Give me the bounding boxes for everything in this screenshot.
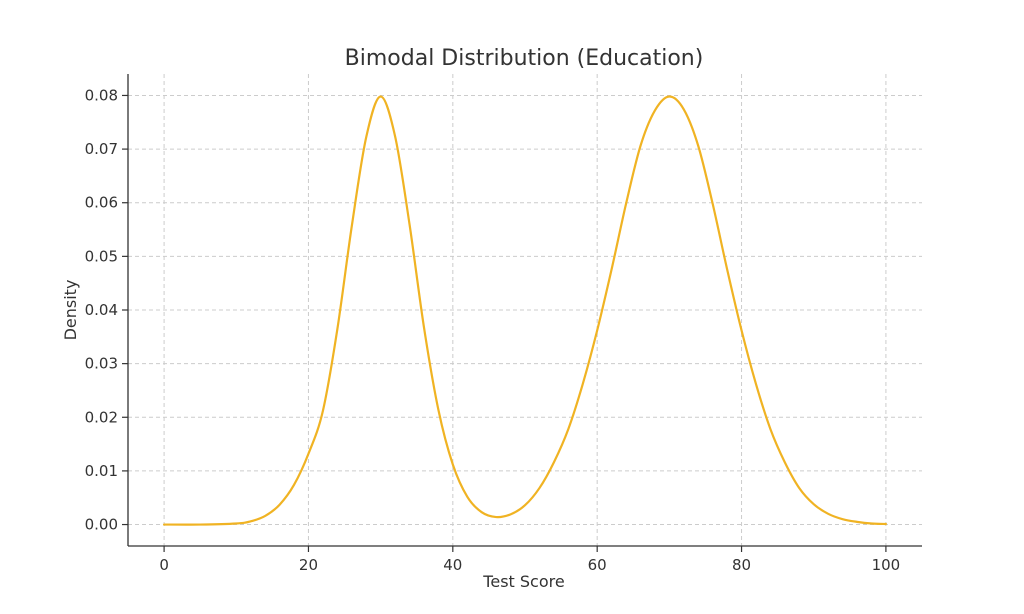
series-layer <box>162 95 888 526</box>
x-tick-label: 100 <box>872 556 901 574</box>
x-tick-label: 80 <box>732 556 751 574</box>
y-tick-label: 0.04 <box>85 301 118 319</box>
y-tick-label: 0.06 <box>85 194 118 212</box>
density-series-line <box>162 95 888 526</box>
y-tick-label: 0.08 <box>85 86 118 104</box>
x-tick-label: 40 <box>443 556 462 574</box>
y-tick-label: 0.05 <box>85 247 118 265</box>
grid <box>128 74 922 546</box>
y-tick-label: 0.00 <box>85 516 118 534</box>
x-tick-label: 0 <box>159 556 169 574</box>
chart-title: Bimodal Distribution (Education) <box>345 46 704 71</box>
ticks: 0 20 40 60 80 100 0.00 0.01 0.02 0.03 0.04 0.05 0.06… <box>85 86 901 574</box>
y-tick-label: 0.01 <box>85 462 118 480</box>
y-tick-label: 0.03 <box>85 355 118 373</box>
x-tick-label: 20 <box>299 556 318 574</box>
x-axis-label: Test Score <box>482 572 564 591</box>
y-tick-label: 0.02 <box>85 408 118 426</box>
y-tick-label: 0.07 <box>85 140 118 158</box>
y-axis-label: Density <box>61 280 80 341</box>
x-tick-label: 60 <box>588 556 607 574</box>
